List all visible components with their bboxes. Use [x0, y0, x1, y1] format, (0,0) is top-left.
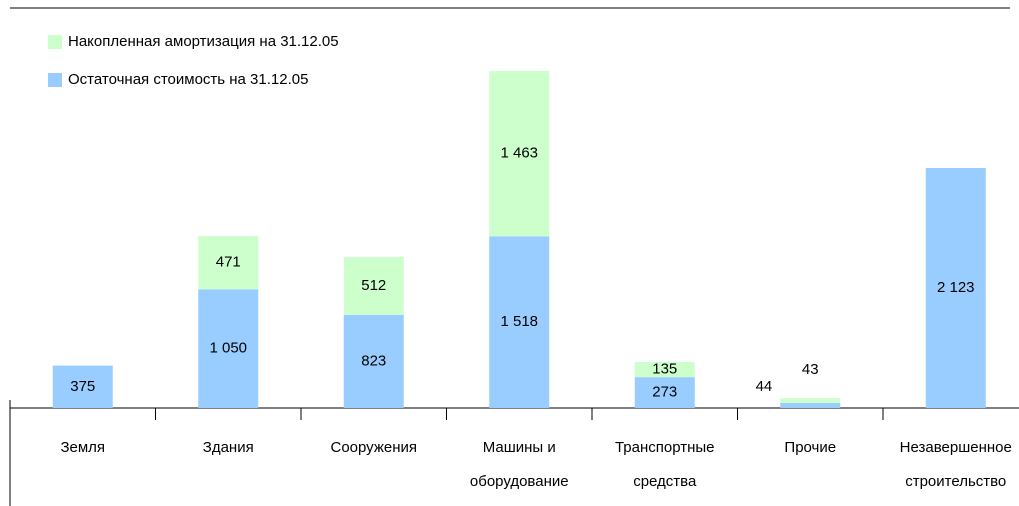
value-label: 44	[756, 378, 773, 395]
bar-segment	[634, 377, 695, 408]
bar-segment	[52, 365, 113, 408]
value-label: 823	[361, 352, 386, 369]
value-label: 43	[802, 361, 819, 378]
bar-segment	[489, 236, 550, 408]
value-label: 1 518	[500, 313, 538, 330]
value-label: 273	[652, 384, 677, 401]
bar-segment	[198, 289, 259, 408]
value-label: 471	[216, 254, 241, 271]
value-label: 375	[70, 378, 95, 395]
x-tick-label: Земля	[60, 439, 106, 456]
x-tick-label: Прочие	[784, 439, 837, 456]
bar-segment	[343, 257, 404, 315]
x-tick-label: Транспортные средства	[614, 439, 715, 490]
value-label: 2 123	[937, 279, 975, 296]
x-tick-label: Машины и оборудование	[469, 439, 569, 490]
bar-segment	[780, 403, 841, 408]
legend-swatch	[48, 73, 62, 87]
bar-segment	[489, 71, 550, 237]
value-label: 135	[652, 360, 677, 377]
bar-segment	[634, 361, 695, 378]
value-label: 512	[361, 277, 386, 294]
x-tick-label: Здания	[202, 439, 254, 456]
value-label: 1 463	[500, 145, 538, 162]
bar-segment	[780, 398, 841, 404]
bar-segment	[343, 314, 404, 408]
legend-label: Остаточная стоимость на 31.12.05	[68, 71, 308, 88]
legend-label: Накопленная амортизация на 31.12.05	[68, 33, 339, 50]
value-label: 1 050	[209, 340, 247, 357]
bar-segment	[925, 167, 986, 408]
x-tick-label: Незавершенное строительство	[899, 439, 1012, 490]
bar-segment	[198, 236, 259, 290]
x-tick-label: Сооружения	[330, 439, 418, 456]
legend-swatch	[48, 35, 62, 49]
